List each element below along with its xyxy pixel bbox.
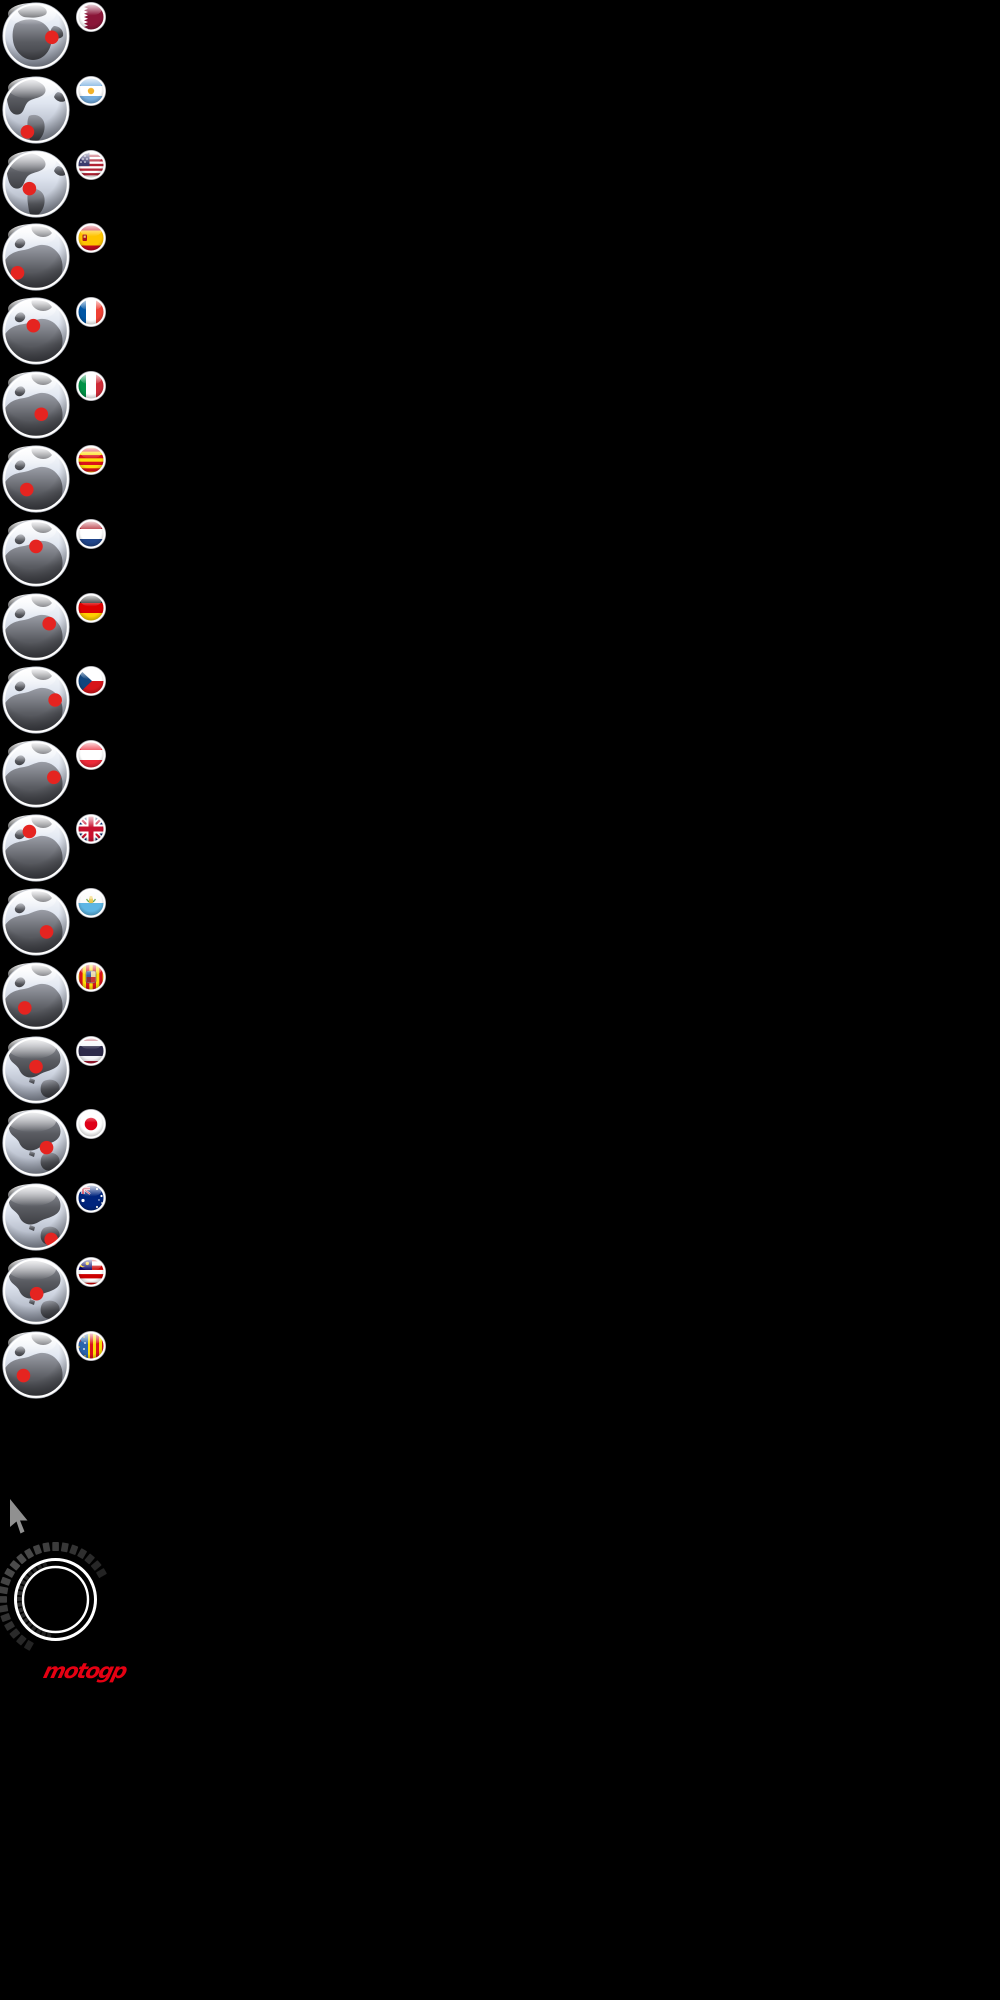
calendar-event-france[interactable] [2,297,108,367]
globe-location-icon [2,1035,70,1104]
globe-location-icon [2,592,70,661]
globe-location-icon [2,962,70,1030]
calendar-event-qatar[interactable] [2,2,108,72]
italy-flag-icon [76,371,106,402]
qatar-flag-icon [76,2,106,32]
australia-flag-icon [76,1183,106,1214]
germany-flag-icon [76,592,106,623]
globe-location-icon [2,2,70,70]
globe-location-icon [2,371,70,439]
spain-flag-icon [76,223,106,254]
calendar-event-germany[interactable] [2,592,108,663]
calendar-event-netherlands[interactable] [2,518,108,589]
calendar-event-italy[interactable] [2,371,108,441]
loading-spinner [0,1541,114,1658]
globe-location-icon [2,223,70,292]
mouse-cursor-icon [8,1498,28,1535]
globe-location-icon [2,666,70,735]
japan-flag-icon [76,1109,106,1140]
aragon-flag-icon [76,961,106,992]
san-marino-flag-icon [76,887,106,918]
catalonia-flag-icon [76,444,106,475]
calendar-event-thailand[interactable] [2,1035,108,1106]
globe-location-icon [2,297,70,365]
globe-location-icon [2,1331,70,1399]
globe-location-icon [2,150,70,218]
calendar-event-austria[interactable] [2,740,108,810]
argentina-flag-icon [76,75,106,106]
globe-location-icon [2,740,70,808]
globe-location-icon [2,1109,70,1178]
calendar-event-argentina[interactable] [2,75,108,146]
calendar-event-australia[interactable] [2,1183,108,1253]
globe-location-icon [2,814,70,882]
calendar-event-san-marino[interactable] [2,887,108,958]
globe-location-icon [2,1183,70,1251]
motogp-logo: motogp [41,1659,129,1683]
globe-location-icon [2,76,70,144]
calendar-event-malaysia[interactable] [2,1257,108,1327]
calendar-event-czech-republic[interactable] [2,666,108,736]
malaysia-flag-icon [76,1257,106,1288]
great-britain-flag-icon [76,814,106,845]
calendar-event-catalonia[interactable] [2,444,108,515]
valencia-flag-icon [76,1330,106,1361]
globe-location-icon [2,1257,70,1325]
globe-location-icon [2,519,70,587]
usa-flag-icon [76,149,106,180]
calendar-event-japan[interactable] [2,1109,108,1179]
calendar-event-aragon[interactable] [2,961,108,1032]
calendar-event-great-britain[interactable] [2,814,108,884]
france-flag-icon [76,297,106,328]
thailand-flag-icon [76,1035,106,1066]
globe-location-icon [2,445,70,513]
calendar-event-valencia[interactable] [2,1330,108,1401]
calendar-event-usa[interactable] [2,149,108,220]
netherlands-flag-icon [76,518,106,549]
globe-location-icon [2,888,70,956]
austria-flag-icon [76,740,106,771]
calendar-event-spain[interactable] [2,223,108,293]
event-list [0,0,120,1420]
czech-republic-flag-icon [76,666,106,697]
